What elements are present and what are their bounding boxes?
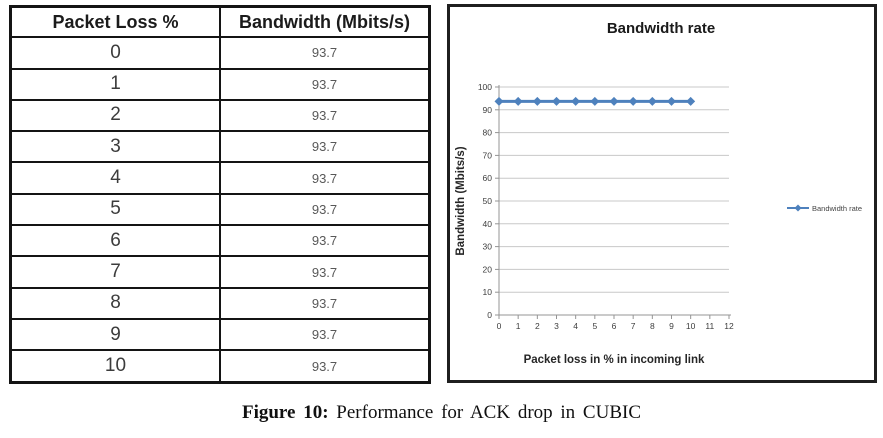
data-series <box>494 96 696 106</box>
data-point-marker <box>686 96 696 106</box>
y-tick-label: 0 <box>487 310 492 320</box>
table-cell: 10 <box>9 349 221 384</box>
y-axis-ticks: 0 10 20 30 40 50 60 70 80 90 100 <box>478 82 499 320</box>
data-point-marker <box>513 96 523 106</box>
y-tick-label: 100 <box>478 82 492 92</box>
table-row: 4 93.7 <box>9 161 431 195</box>
table-cell: 4 <box>9 161 221 195</box>
data-point-marker <box>609 96 619 106</box>
table-cell: 93.7 <box>219 349 431 384</box>
table-cell: 93.7 <box>219 224 431 258</box>
y-axis-label: Bandwidth (Mbits/s) <box>455 146 467 255</box>
table-cell: 93.7 <box>219 255 431 289</box>
axes <box>498 85 731 316</box>
table-cell: 3 <box>9 130 221 164</box>
table-row: 3 93.7 <box>9 130 431 164</box>
figure-caption-text: Performance for ACK drop in CUBIC <box>336 402 642 423</box>
y-tick-label: 80 <box>483 128 493 138</box>
x-tick-label: 6 <box>612 321 617 331</box>
legend-label: Bandwidth rate <box>812 204 862 213</box>
x-tick-label: 11 <box>705 321 714 331</box>
x-tick-label: 8 <box>650 321 655 331</box>
x-tick-label: 4 <box>573 321 578 331</box>
legend-marker <box>794 204 802 212</box>
data-point-marker <box>532 96 542 106</box>
table-cell: 93.7 <box>219 98 431 133</box>
table-cell: 93.7 <box>219 67 431 101</box>
column-header-packet-loss: Packet Loss % <box>9 5 221 39</box>
x-axis-label: Packet loss in % in incoming link <box>524 354 705 366</box>
x-axis-ticks: 0 1 2 3 4 5 6 7 8 9 10 11 12 <box>497 315 734 331</box>
data-point-marker <box>647 96 657 106</box>
table-cell: 6 <box>9 224 221 258</box>
data-point-marker <box>552 96 561 106</box>
packet-loss-table: Packet Loss % Bandwidth (Mbits/s) 0 93.7 1 93… <box>9 5 431 384</box>
table-row: 1 93.7 <box>9 67 431 101</box>
x-tick-label: 7 <box>631 321 636 331</box>
x-tick-label: 10 <box>686 321 696 331</box>
y-tick-label: 60 <box>483 173 493 183</box>
table-row: 2 93.7 <box>9 98 431 133</box>
y-tick-label: 50 <box>483 196 493 206</box>
table-cell: 93.7 <box>219 286 431 321</box>
y-tick-label: 90 <box>483 105 493 115</box>
x-tick-label: 1 <box>516 321 521 331</box>
x-tick-label: 0 <box>497 321 502 331</box>
y-tick-label: 40 <box>483 219 493 229</box>
table-cell: 9 <box>9 318 221 352</box>
y-tick-label: 70 <box>483 150 493 160</box>
y-tick-label: 10 <box>483 287 493 297</box>
column-header-bandwidth: Bandwidth (Mbits/s) <box>219 5 431 39</box>
data-point-marker <box>590 96 600 106</box>
table-row: 9 93.7 <box>9 318 431 352</box>
x-tick-label: 12 <box>724 321 734 331</box>
table-cell: 93.7 <box>219 130 431 164</box>
y-tick-label: 30 <box>483 242 493 252</box>
table-row: 7 93.7 <box>9 255 431 289</box>
table-cell: 2 <box>9 98 221 133</box>
data-point-marker <box>494 96 504 106</box>
chart-title: Bandwidth rate <box>607 20 715 37</box>
table-row: 6 93.7 <box>9 224 431 258</box>
table-header-row: Packet Loss % Bandwidth (Mbits/s) <box>9 5 431 39</box>
table-cell: 1 <box>9 67 221 101</box>
data-point-marker <box>667 96 676 106</box>
x-tick-label: 2 <box>535 321 540 331</box>
bandwidth-chart-panel: Bandwidth rate 0 10 20 30 40 50 60 70 80 90 100 0 1 2 3… <box>447 4 877 383</box>
table-row: 10 93.7 <box>9 349 431 384</box>
legend: Bandwidth rate <box>787 204 862 213</box>
table-cell: 93.7 <box>219 192 431 227</box>
data-point-marker <box>571 96 581 106</box>
table-row: 5 93.7 <box>9 192 431 227</box>
x-tick-label: 9 <box>669 321 674 331</box>
table-cell: 0 <box>9 36 221 70</box>
table-cell: 7 <box>9 255 221 289</box>
table-row: 0 93.7 <box>9 36 431 70</box>
table-cell: 93.7 <box>219 161 431 195</box>
table-cell: 93.7 <box>219 318 431 352</box>
x-tick-label: 5 <box>592 321 597 331</box>
table-cell: 5 <box>9 192 221 227</box>
table-cell: 8 <box>9 286 221 321</box>
x-tick-label: 3 <box>554 321 559 331</box>
table-row: 8 93.7 <box>9 286 431 321</box>
figure-caption: Figure 10: Performance for ACK drop in C… <box>0 402 883 424</box>
gridlines <box>499 86 729 293</box>
table-cell: 93.7 <box>219 36 431 70</box>
y-tick-label: 20 <box>483 264 493 274</box>
data-point-marker <box>628 96 638 106</box>
figure-caption-label: Figure 10: <box>241 402 329 423</box>
